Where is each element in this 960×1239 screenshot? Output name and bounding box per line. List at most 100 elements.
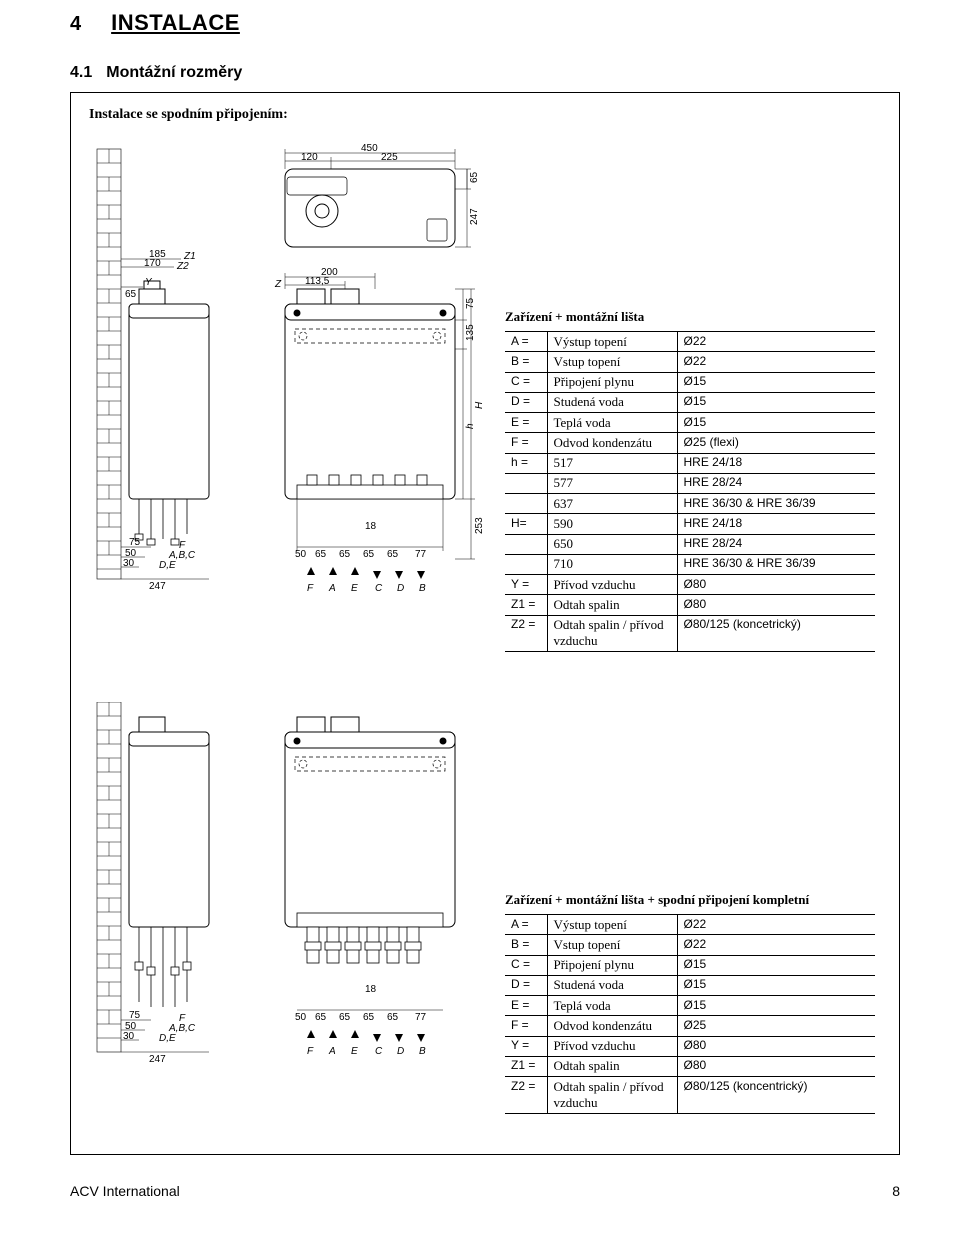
spec-value: Ø80 — [677, 1056, 875, 1076]
svg-text:247: 247 — [149, 1054, 166, 1065]
spec-key: H= — [505, 514, 547, 534]
svg-text:E: E — [351, 583, 358, 594]
spec-value: HRE 28/24 — [677, 534, 875, 554]
svg-text:65: 65 — [315, 549, 327, 560]
spec-desc: Přívod vzduchu — [547, 1036, 677, 1056]
spec-key: Z2 = — [505, 615, 547, 652]
middle-diagram-1: 450 120 225 65 247 — [257, 139, 487, 599]
spec-value: Ø22 — [677, 332, 875, 352]
spec-value: Ø22 — [677, 915, 875, 935]
table1-title: Zařízení + montážní lišta — [505, 309, 881, 325]
table-row: Y =Přívod vzduchuØ80 — [505, 575, 875, 595]
table-row: F =Odvod kondenzátuØ25 (flexi) — [505, 433, 875, 453]
spec-value: Ø22 — [677, 352, 875, 372]
left-diagram-2: 75 F 50 A,B,C 30 D,E 247 — [89, 702, 239, 1082]
spec-desc: Připojení plynu — [547, 372, 677, 392]
table-row: B =Vstup topeníØ22 — [505, 935, 875, 955]
spec-value: Ø22 — [677, 935, 875, 955]
table-row: D =Studená vodaØ15 — [505, 975, 875, 995]
footer-left: ACV International — [70, 1183, 180, 1199]
svg-text:65: 65 — [125, 289, 137, 300]
svg-text:50: 50 — [295, 549, 307, 560]
spec-key — [505, 554, 547, 574]
svg-text:77: 77 — [415, 549, 427, 560]
spec-desc: 577 — [547, 473, 677, 493]
subheading: Instalace se spodním připojením: — [89, 107, 881, 123]
svg-text:65: 65 — [363, 549, 375, 560]
svg-text:B: B — [419, 583, 426, 594]
svg-text:D,E: D,E — [159, 1033, 176, 1044]
spec-key: A = — [505, 915, 547, 935]
svg-text:18: 18 — [365, 984, 377, 995]
svg-text:75: 75 — [129, 537, 141, 548]
section-header: 4.1 Montážní rozměry — [70, 64, 900, 82]
spec-value: HRE 36/30 & HRE 36/39 — [677, 494, 875, 514]
section-title: Montážní rozměry — [106, 64, 242, 82]
spec-desc: Výstup topení — [547, 332, 677, 352]
svg-text:65: 65 — [339, 549, 351, 560]
spec-key: E = — [505, 413, 547, 433]
svg-text:30: 30 — [123, 558, 135, 569]
spec-desc: 590 — [547, 514, 677, 534]
spec-key: D = — [505, 392, 547, 412]
svg-text:450: 450 — [361, 143, 378, 154]
svg-text:C: C — [375, 583, 383, 594]
spec-value: Ø15 — [677, 996, 875, 1016]
table-row: 650HRE 28/24 — [505, 534, 875, 554]
svg-text:A: A — [328, 1046, 336, 1057]
content-box: Instalace se spodním připojením: — [70, 92, 900, 1155]
svg-text:Z2: Z2 — [176, 261, 189, 272]
svg-text:h: h — [465, 423, 476, 429]
spec-key: E = — [505, 996, 547, 1016]
spec-key: Y = — [505, 575, 547, 595]
spec-desc: Výstup topení — [547, 915, 677, 935]
spec-desc: Studená voda — [547, 975, 677, 995]
table-row: A =Výstup topeníØ22 — [505, 332, 875, 352]
spec-value: Ø25 — [677, 1016, 875, 1036]
spec-key: Z1 = — [505, 595, 547, 615]
table-row: Y =Přívod vzduchuØ80 — [505, 1036, 875, 1056]
svg-text:65: 65 — [387, 1012, 399, 1023]
spec-value: HRE 24/18 — [677, 453, 875, 473]
table-row: 637HRE 36/30 & HRE 36/39 — [505, 494, 875, 514]
svg-text:H: H — [474, 401, 485, 409]
svg-text:170: 170 — [144, 258, 161, 269]
svg-text:D: D — [397, 1046, 404, 1057]
table-row: h =517HRE 24/18 — [505, 453, 875, 473]
left-diagram-1: 185 Z1 170 Z2 65 Y 75 F 50 — [89, 139, 239, 599]
chapter-number: 4 — [70, 13, 81, 36]
spec-value: Ø15 — [677, 392, 875, 412]
spec-desc: Teplá voda — [547, 413, 677, 433]
svg-text:F: F — [307, 583, 314, 594]
spec-value: Ø15 — [677, 413, 875, 433]
spec-key: Z1 = — [505, 1056, 547, 1076]
spec-desc: 650 — [547, 534, 677, 554]
table-row: A =Výstup topeníØ22 — [505, 915, 875, 935]
table-row: 577HRE 28/24 — [505, 473, 875, 493]
spec-value: Ø80 — [677, 575, 875, 595]
spec-value: Ø25 (flexi) — [677, 433, 875, 453]
svg-text:A: A — [328, 583, 336, 594]
table-row: F =Odvod kondenzátuØ25 — [505, 1016, 875, 1036]
spec-value: Ø15 — [677, 372, 875, 392]
svg-text:247: 247 — [149, 581, 166, 592]
svg-text:30: 30 — [123, 1031, 135, 1042]
spec-value: Ø15 — [677, 975, 875, 995]
spec-desc: Studená voda — [547, 392, 677, 412]
svg-text:65: 65 — [469, 171, 480, 183]
spec-desc: Odtah spalin — [547, 1056, 677, 1076]
table-row: Z1 =Odtah spalinØ80 — [505, 595, 875, 615]
spec-desc: Přívod vzduchu — [547, 575, 677, 595]
chapter-title: INSTALACE — [111, 10, 240, 36]
spec-key: A = — [505, 332, 547, 352]
table-row: Z2 =Odtah spalin / přívod vzduchuØ80/125… — [505, 1077, 875, 1114]
spec-value: Ø80/125 (koncetrický) — [677, 615, 875, 652]
table-row: Z1 =Odtah spalinØ80 — [505, 1056, 875, 1076]
table-row: C =Připojení plynuØ15 — [505, 372, 875, 392]
table-row: E =Teplá vodaØ15 — [505, 996, 875, 1016]
figure-row-1: 185 Z1 170 Z2 65 Y 75 F 50 — [89, 139, 881, 652]
spec-key: B = — [505, 352, 547, 372]
page-footer: ACV International 8 — [0, 1155, 960, 1213]
table-row: Z2 =Odtah spalin / přívod vzduchuØ80/125… — [505, 615, 875, 652]
table-row: 710HRE 36/30 & HRE 36/39 — [505, 554, 875, 574]
